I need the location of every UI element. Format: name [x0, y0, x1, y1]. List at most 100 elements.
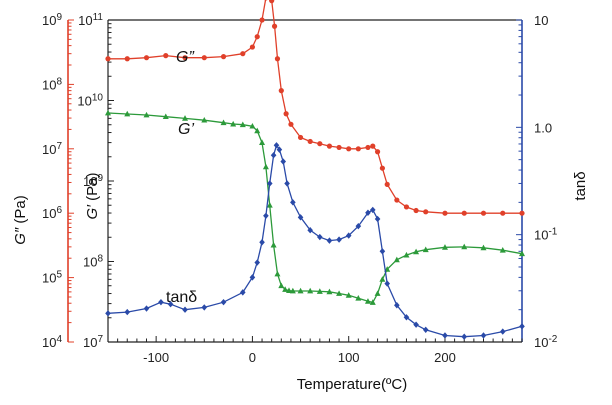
- data-point: [105, 109, 111, 116]
- x-tick-label: 100: [338, 350, 360, 365]
- data-point: [259, 239, 265, 246]
- data-point: [346, 146, 352, 152]
- x-axis-label: Temperature(ºC): [297, 376, 408, 393]
- x-axis: -100 0 100 200: [107, 336, 523, 365]
- data-point: [201, 304, 208, 311]
- data-point: [307, 227, 313, 234]
- data-point: [403, 314, 410, 321]
- data-point: [266, 180, 273, 187]
- g1-tick-label: 1010: [77, 92, 103, 109]
- data-point: [162, 113, 169, 120]
- data-point: [124, 110, 131, 117]
- data-point: [384, 280, 391, 287]
- data-point: [379, 276, 386, 282]
- data-point: [422, 326, 429, 333]
- data-point: [230, 120, 237, 127]
- data-point: [480, 210, 487, 216]
- data-point: [461, 243, 468, 250]
- data-point: [499, 328, 506, 335]
- data-point: [270, 152, 277, 159]
- g2-tick-label: 106: [42, 205, 62, 222]
- data-point: [262, 163, 269, 170]
- series-line-0: [108, 0, 522, 214]
- data-point: [345, 292, 352, 298]
- data-point: [254, 259, 261, 266]
- g2-series-label: G”: [176, 49, 194, 66]
- g1-tick-label: 109: [83, 173, 103, 190]
- data-point: [394, 197, 400, 203]
- data-point: [365, 209, 371, 216]
- g2-tick-label: 105: [42, 269, 62, 286]
- tan-tick-label: 10: [534, 13, 548, 28]
- g2-tick-label: 109: [42, 12, 62, 29]
- data-point: [345, 232, 352, 239]
- data-point: [201, 55, 207, 61]
- g2-axis-label-unit: (Pa): [12, 195, 29, 228]
- tan-tick-label: 10-1: [534, 226, 558, 243]
- data-point: [274, 270, 281, 277]
- data-point: [384, 181, 390, 188]
- data-point: [266, 202, 273, 208]
- data-point: [461, 210, 467, 216]
- data-point: [519, 323, 525, 330]
- data-point: [336, 144, 342, 151]
- data-point: [259, 139, 266, 145]
- g2-tick-label: 104: [42, 334, 62, 351]
- x-tick-label: 200: [434, 350, 456, 365]
- data-point: [307, 287, 314, 294]
- data-point: [336, 290, 343, 296]
- tan-tick-label: 1.0: [534, 120, 552, 135]
- data-point: [297, 214, 304, 221]
- data-point: [254, 127, 261, 134]
- plot-area: [105, 0, 525, 340]
- g1-axis-label-symbol: G′: [84, 204, 101, 220]
- data-point: [220, 119, 227, 126]
- data-point: [249, 44, 256, 50]
- data-point: [182, 306, 188, 313]
- data-point: [269, 0, 275, 4]
- data-point: [240, 51, 246, 57]
- data-point: [413, 248, 420, 255]
- data-point: [519, 210, 525, 216]
- tan-axis-label: tanδ: [572, 171, 589, 200]
- data-point: [370, 143, 376, 149]
- data-point: [290, 199, 296, 206]
- data-point: [519, 250, 525, 257]
- data-point: [316, 288, 323, 294]
- data-point: [500, 210, 506, 216]
- data-point: [442, 332, 448, 339]
- data-point: [365, 144, 371, 151]
- data-point: [283, 111, 289, 117]
- data-point: [201, 116, 208, 123]
- data-point: [461, 333, 468, 340]
- data-point: [220, 54, 227, 60]
- data-point: [499, 247, 506, 253]
- data-point: [326, 237, 333, 244]
- series-line-2: [107, 143, 523, 338]
- data-point: [326, 143, 333, 149]
- data-point: [480, 244, 487, 251]
- series-line-1: [107, 112, 523, 304]
- data-point: [422, 246, 429, 253]
- data-point: [423, 209, 429, 215]
- data-point: [374, 290, 381, 296]
- data-point: [355, 146, 361, 152]
- data-point: [394, 302, 400, 309]
- data-point: [276, 146, 283, 153]
- data-point: [167, 300, 174, 308]
- data-point: [282, 286, 289, 292]
- data-point: [259, 17, 265, 23]
- data-point: [379, 248, 386, 255]
- data-point: [284, 180, 290, 187]
- g2-tick-label: 107: [42, 140, 62, 157]
- data-point: [403, 204, 410, 210]
- data-point: [239, 289, 246, 296]
- data-point: [124, 56, 130, 62]
- data-point: [182, 55, 188, 61]
- data-point: [254, 34, 260, 40]
- g1-axis-label-unit: (Pa): [84, 173, 101, 206]
- data-point: [374, 149, 381, 155]
- x-tick-label: -100: [143, 350, 169, 365]
- g1-tick-label: 107: [83, 334, 103, 351]
